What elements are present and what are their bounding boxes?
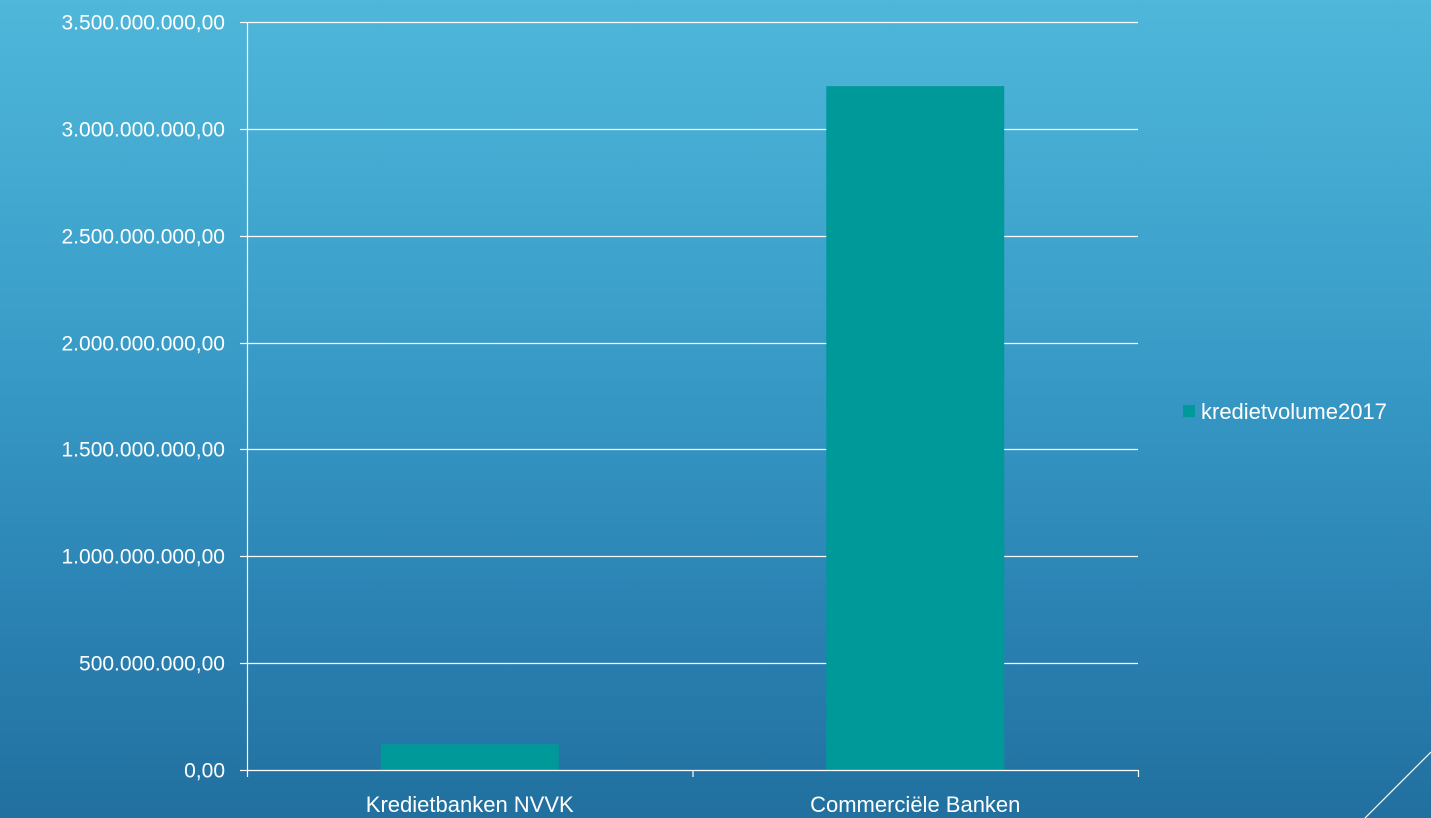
x-category-labels: Kredietbanken NVVK Commerciële Banken: [366, 792, 1021, 817]
bar: [826, 86, 1005, 771]
gridlines: [247, 21, 1138, 665]
y-tick-labels: 0,00 500.000.000,00 1.000.000.000,00 1.500.…: [62, 12, 226, 783]
y-tick-label: 2.000.000.000,00: [62, 333, 226, 356]
y-tick-label: 3.000.000.000,00: [62, 119, 226, 142]
legend-swatch: [1183, 405, 1195, 417]
y-tick-label: 1.500.000.000,00: [62, 439, 226, 462]
legend: kredietvolume2017: [1183, 399, 1387, 424]
y-tick-label: 3.500.000.000,00: [62, 12, 226, 35]
y-tick-label: 500.000.000,00: [79, 653, 225, 676]
axes: [240, 21, 1140, 777]
y-tick-label: 1.000.000.000,00: [62, 546, 226, 569]
x-category-label: Commerciële Banken: [810, 792, 1020, 817]
bar: [380, 744, 559, 770]
x-category-label: Kredietbanken NVVK: [366, 792, 574, 817]
y-tick-label: 2.500.000.000,00: [62, 226, 226, 249]
corner-decoration-line: [1364, 751, 1431, 818]
legend-label: kredietvolume2017: [1201, 399, 1387, 424]
y-tick-label: 0,00: [184, 760, 225, 783]
bars: [380, 86, 1005, 771]
